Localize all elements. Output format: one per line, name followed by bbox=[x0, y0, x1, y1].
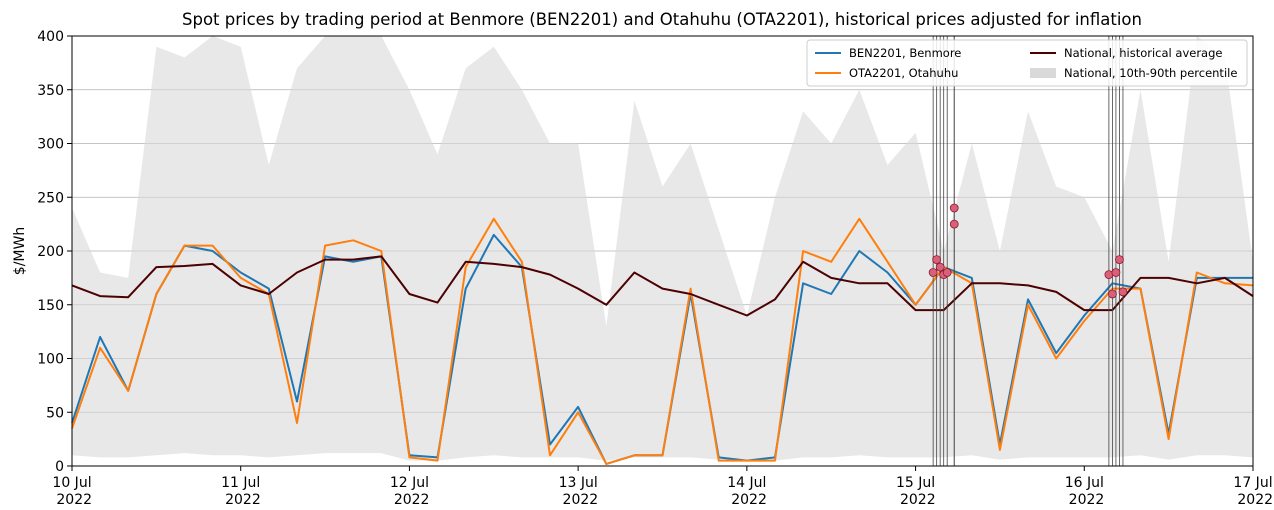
y-tick-label: 350 bbox=[37, 83, 64, 99]
highlight-point bbox=[932, 255, 942, 265]
y-tick-label: 150 bbox=[37, 298, 64, 314]
x-tick-label: 10 Jul 2022 bbox=[52, 475, 92, 508]
plot-frame bbox=[71, 35, 1254, 467]
x-tick-label: 17 Jul 2022 bbox=[1233, 475, 1273, 508]
y-tick-label: 200 bbox=[37, 244, 64, 260]
highlight-point bbox=[1115, 255, 1124, 265]
highlight-point bbox=[949, 203, 959, 213]
legend-swatch bbox=[1030, 68, 1056, 78]
x-tick-label: 11 Jul 2022 bbox=[221, 475, 261, 508]
x-tick-label: 12 Jul 2022 bbox=[389, 475, 429, 508]
price-line bbox=[71, 255, 1254, 317]
legend-box bbox=[806, 39, 1248, 87]
highlight-point bbox=[949, 219, 959, 229]
x-tick-label: 16 Jul 2022 bbox=[1064, 475, 1104, 508]
y-axis-label: $/MWh bbox=[12, 227, 28, 275]
chart-title: Spot prices by trading period at Benmore… bbox=[182, 10, 1142, 29]
x-tick-label: 14 Jul 2022 bbox=[727, 475, 767, 508]
legend-label: National, 10th-90th percentile bbox=[1064, 66, 1237, 80]
highlight-point bbox=[1118, 287, 1128, 297]
y-tick-label: 250 bbox=[37, 190, 64, 206]
percentile-band bbox=[72, 36, 1253, 461]
x-tick-label: 13 Jul 2022 bbox=[558, 475, 598, 508]
highlight-point bbox=[928, 268, 938, 277]
y-tick-label: 100 bbox=[37, 352, 64, 368]
y-tick-label: 50 bbox=[46, 405, 64, 421]
highlight-point bbox=[942, 268, 952, 277]
x-tick-label: 15 Jul 2022 bbox=[896, 475, 936, 508]
y-tick-label: 0 bbox=[55, 459, 64, 475]
y-tick-label: 300 bbox=[37, 137, 64, 153]
highlight-point bbox=[1108, 289, 1117, 299]
legend-label: OTA2201, Otahuhu bbox=[849, 66, 958, 80]
highlight-point bbox=[935, 262, 945, 272]
legend-label: BEN2201, Benmore bbox=[849, 46, 961, 60]
y-tick-label: 400 bbox=[37, 29, 64, 45]
legend-label: National, historical average bbox=[1064, 46, 1222, 60]
highlight-point bbox=[1111, 268, 1121, 277]
